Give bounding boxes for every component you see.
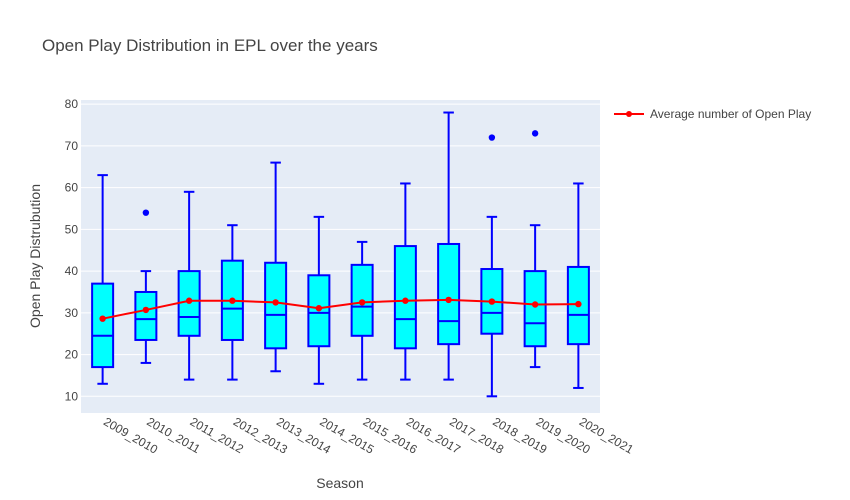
y-tick-label-60: 60 bbox=[65, 181, 79, 195]
box-2016_2017 bbox=[393, 182, 417, 381]
chart-title: Open Play Distribution in EPL over the y… bbox=[42, 36, 378, 55]
box-iqr bbox=[134, 290, 158, 341]
box-iqr bbox=[91, 282, 115, 369]
average-point-2012_2013 bbox=[229, 297, 236, 304]
box-iqr bbox=[523, 270, 547, 348]
box-iqr bbox=[393, 245, 417, 350]
average-point-2015_2016 bbox=[358, 299, 366, 306]
y-tick-label-40: 40 bbox=[65, 264, 79, 278]
y-tick-label-70: 70 bbox=[65, 139, 79, 153]
box-iqr bbox=[437, 242, 461, 346]
outlier-point bbox=[142, 209, 150, 216]
outlier-point bbox=[488, 134, 496, 141]
y-axis-title: Open Play Distrubution bbox=[27, 184, 43, 328]
y-tick-label-50: 50 bbox=[65, 222, 79, 236]
y-tick-label-20: 20 bbox=[65, 348, 79, 362]
y-tick-label-80: 80 bbox=[65, 97, 79, 111]
plot-area bbox=[81, 100, 600, 413]
box-2017_2018 bbox=[437, 111, 461, 381]
legend-marker-swatch bbox=[626, 111, 632, 117]
average-point-2020_2021 bbox=[575, 300, 582, 308]
average-point-2017_2018 bbox=[445, 296, 452, 304]
outlier-point bbox=[531, 130, 539, 137]
average-point-2014_2015 bbox=[315, 305, 323, 312]
average-line bbox=[102, 298, 579, 320]
average-line-series bbox=[99, 296, 582, 322]
average-point-2019_2020 bbox=[531, 301, 539, 308]
y-tick-label-30: 30 bbox=[65, 306, 79, 320]
average-point-2010_2011 bbox=[142, 306, 150, 314]
average-point-2009_2010 bbox=[99, 315, 106, 322]
x-axis-ticks: 2009_20102010_20112011_20122012_20132013… bbox=[101, 414, 636, 456]
box-2019_2020 bbox=[523, 130, 547, 369]
x-axis-title: Season bbox=[316, 475, 363, 491]
y-axis-ticks: 10 20 30 40 50 60 70 80 bbox=[65, 97, 79, 403]
y-tick-label-10: 10 bbox=[65, 389, 79, 403]
average-point-2018_2019 bbox=[488, 298, 496, 305]
box-2009_2010 bbox=[91, 174, 115, 385]
box-2010_2011 bbox=[134, 209, 158, 364]
average-point-2013_2014 bbox=[272, 299, 279, 306]
gridlines bbox=[81, 103, 600, 397]
average-point-2011_2012 bbox=[185, 297, 193, 304]
legend-label: Average number of Open Play bbox=[650, 107, 811, 121]
average-point-2016_2017 bbox=[402, 297, 409, 304]
legend[interactable]: Average number of Open Play bbox=[614, 107, 811, 121]
